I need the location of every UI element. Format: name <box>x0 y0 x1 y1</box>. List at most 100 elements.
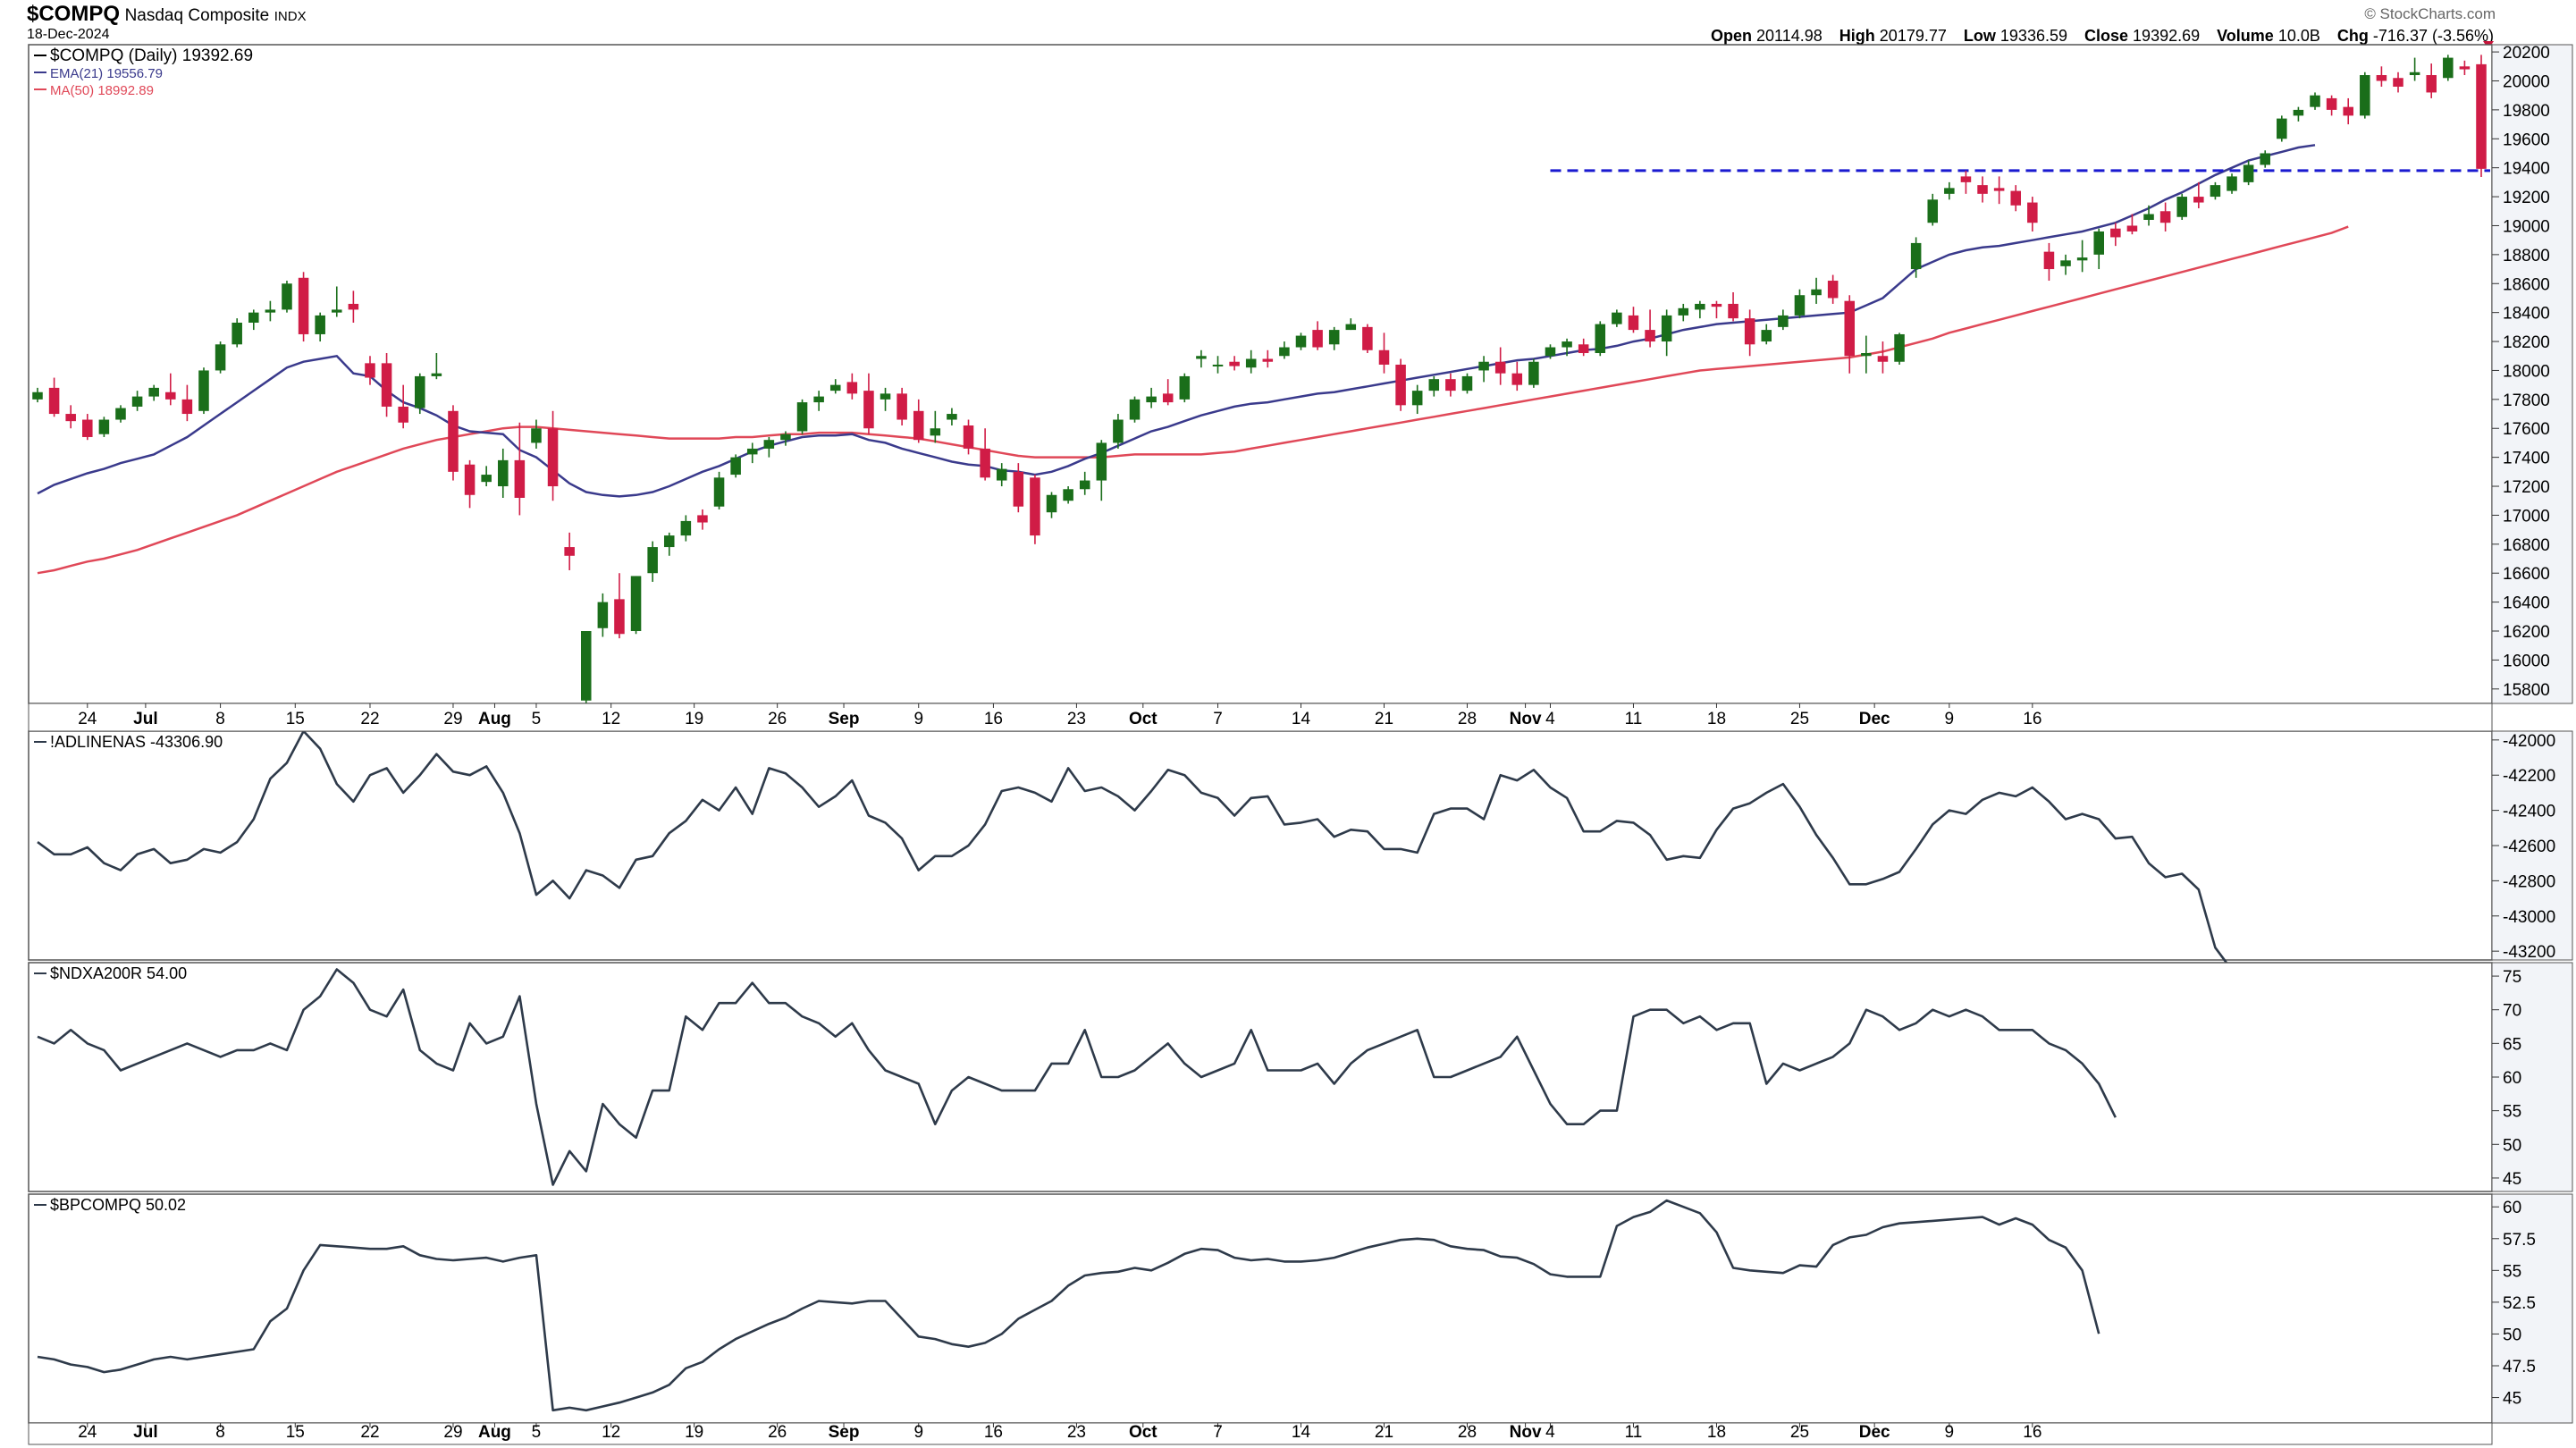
x-tick-label: 21 <box>1375 1423 1393 1442</box>
y-tick-label: -42200 <box>2503 767 2555 786</box>
candle-body <box>165 391 176 400</box>
candle-body <box>431 373 442 376</box>
change-label: Chg <box>2336 27 2369 45</box>
candle-body <box>963 425 974 449</box>
candle-body <box>1262 358 1274 362</box>
candle-body <box>1877 356 1889 362</box>
x-tick-label: 26 <box>768 1423 787 1442</box>
x-tick-label: 16 <box>984 1423 1003 1442</box>
candle-body <box>2193 197 2204 203</box>
panel-0 <box>28 44 2573 704</box>
candle-body <box>365 363 375 378</box>
x-tick-label: 5 <box>532 710 542 728</box>
candle-body <box>1295 335 1307 348</box>
indicator-line <box>37 968 2117 1186</box>
y-tick-label: -43200 <box>2503 943 2555 962</box>
candle-body <box>1362 326 1373 350</box>
security-name: Nasdaq Composite <box>124 6 270 25</box>
y-tick-label: 60 <box>2503 1069 2521 1088</box>
x-tick-label: 19 <box>685 710 703 728</box>
x-tick-label: 25 <box>1790 1423 1809 1442</box>
y-tick-label: 17200 <box>2503 478 2550 497</box>
x-tick-label: 8 <box>215 1423 225 1442</box>
candle-body <box>315 315 325 334</box>
candle-body <box>1528 361 1539 385</box>
x-tick-label: Oct <box>1129 710 1158 728</box>
legend-entry: $BPCOMPQ 50.02 <box>50 1196 186 1214</box>
candle-body <box>115 408 126 420</box>
x-tick-label: 11 <box>1625 1423 1643 1442</box>
candle-body <box>2126 225 2138 232</box>
y-tick-label: 19400 <box>2503 160 2550 179</box>
y-axis-panel <box>2491 44 2573 704</box>
y-tick-label: 16600 <box>2503 565 2550 584</box>
x-tick-label: 12 <box>602 710 620 728</box>
candle-body <box>846 382 858 394</box>
candle-body <box>1695 303 1705 310</box>
panel-frame <box>28 730 2493 961</box>
y-tick-label: 17000 <box>2503 507 2550 526</box>
quote-bar: Open 20114.98 High 20179.77 Low 19336.59… <box>1711 27 2494 46</box>
x-tick-label: 29 <box>443 710 462 728</box>
candle-body <box>930 428 941 436</box>
candle-body <box>1079 480 1090 490</box>
candle-body <box>1312 330 1323 348</box>
x-tick-label: 18 <box>1707 1423 1726 1442</box>
x-tick-label: Jul <box>133 1423 157 1442</box>
candle-body <box>1711 303 1722 307</box>
y-tick-label: 16200 <box>2503 623 2550 642</box>
candle-body <box>1861 353 1872 357</box>
candle-body <box>2376 75 2387 81</box>
candle-body <box>2043 251 2055 270</box>
open-value: 20114.98 <box>1756 27 1823 45</box>
x-tick-label: 15 <box>286 1423 305 1442</box>
candle-body <box>2227 176 2237 191</box>
candle-body <box>547 428 559 487</box>
chart-date: 18-Dec-2024 <box>27 27 110 42</box>
candle-body <box>415 375 425 408</box>
candle-body <box>1030 477 1040 536</box>
candle-body <box>1162 393 1174 403</box>
candle-body <box>1179 375 1191 400</box>
y-tick-label: 19800 <box>2503 102 2550 121</box>
y-tick-label: 18400 <box>2503 305 2550 324</box>
candle-body <box>863 391 874 429</box>
x-tick-label: 11 <box>1625 710 1643 728</box>
candle-body <box>464 464 476 495</box>
x-tick-label: 16 <box>984 710 1003 728</box>
y-tick-label: 47.5 <box>2503 1358 2536 1376</box>
candle-body <box>829 384 841 391</box>
change-value: -716.37 (-3.56%) <box>2372 27 2494 45</box>
candle-body <box>697 515 708 523</box>
x-tick-label: Jul <box>133 710 157 728</box>
candle-body <box>1063 489 1073 501</box>
candle-body <box>630 576 642 632</box>
candle-body <box>2409 72 2420 76</box>
y-tick-label: 50 <box>2503 1326 2521 1344</box>
candle-body <box>232 322 242 345</box>
y-tick-label: 20200 <box>2503 44 2550 63</box>
candle-body <box>730 457 741 476</box>
candle-body <box>1013 471 1024 507</box>
candle-body <box>1794 295 1806 316</box>
candle-body <box>2393 78 2403 87</box>
candle-body <box>1146 396 1157 403</box>
y-tick-label: 55 <box>2503 1103 2521 1122</box>
candle-body <box>1894 333 1905 362</box>
candle-body <box>1761 330 1772 342</box>
x-tick-label: 4 <box>1545 1423 1555 1442</box>
x-tick-label: 24 <box>78 710 97 728</box>
y-tick-label: -42400 <box>2503 803 2555 821</box>
y-tick-label: 75 <box>2503 968 2521 987</box>
candle-body <box>82 419 93 437</box>
candle-body <box>1927 199 1939 223</box>
candle-body <box>796 402 808 432</box>
close-value: 19392.69 <box>2133 27 2201 45</box>
candle-body <box>1944 188 1955 194</box>
x-axis-bottom <box>28 1422 2493 1445</box>
x-tick-label: 9 <box>1945 710 1955 728</box>
candle-body <box>1628 315 1639 331</box>
y-tick-label: 19200 <box>2503 189 2550 207</box>
x-tick-label: 22 <box>360 1423 379 1442</box>
y-tick-label: 18600 <box>2503 275 2550 294</box>
